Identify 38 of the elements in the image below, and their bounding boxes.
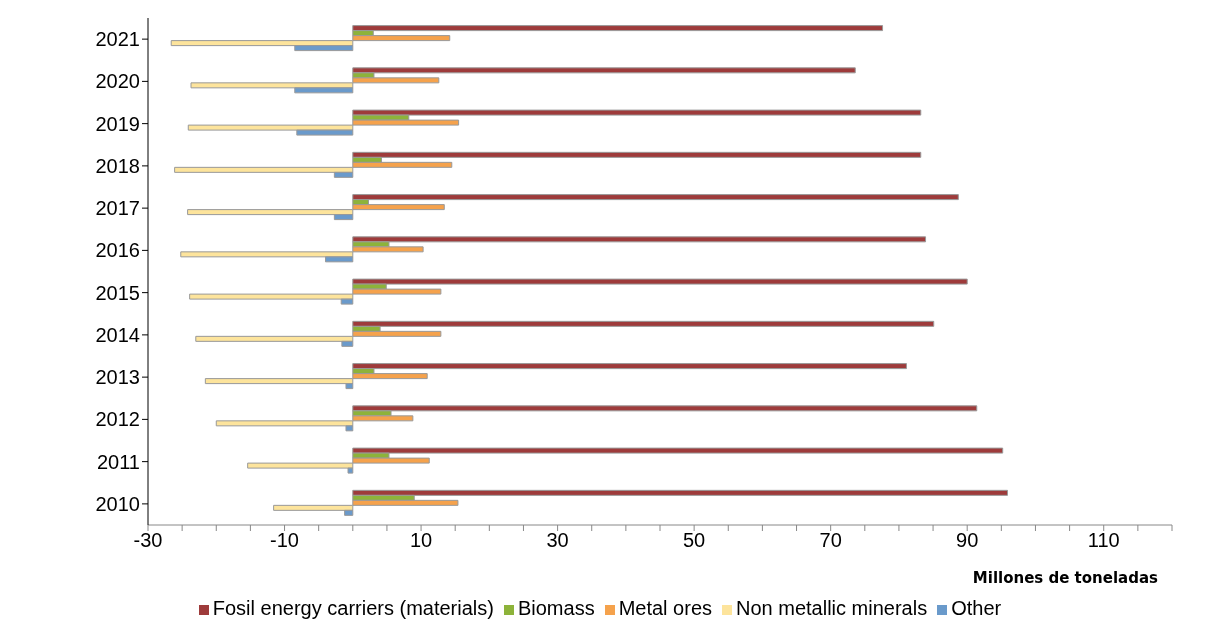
bar (352, 489, 1008, 496)
x-tick-label: 110 (1087, 529, 1120, 552)
legend-label: Other (951, 597, 1002, 619)
legend-label: Fosil energy carriers (materials) (212, 597, 494, 619)
x-tick-label: 30 (546, 529, 569, 552)
legend-label: Non metallic minerals (736, 597, 928, 619)
x-tick-label: 50 (683, 529, 706, 552)
x-axis-title: Millones de toneladas (972, 569, 1159, 587)
bar (352, 236, 927, 243)
y-tick-label: 2018 (95, 154, 140, 177)
bar (352, 67, 856, 74)
legend-label: Biomass (517, 597, 595, 619)
y-tick-label: 2016 (95, 239, 140, 262)
y-tick-label: 2019 (95, 112, 140, 135)
y-tick-label: 2012 (95, 408, 140, 431)
x-tick-label: 90 (956, 529, 979, 552)
bar (352, 405, 978, 412)
y-tick-label: 2015 (95, 281, 140, 304)
y-tick-label: 2011 (96, 450, 140, 473)
y-tick-label: 2013 (95, 366, 140, 389)
bar (352, 278, 968, 285)
bar (352, 194, 959, 201)
legend-label: Metal ores (618, 597, 713, 619)
bar (352, 25, 884, 32)
bar (352, 447, 1004, 454)
y-tick-label: 2014 (95, 323, 140, 346)
y-tick-label: 2010 (95, 492, 140, 515)
bar (352, 320, 935, 327)
bar (352, 151, 922, 158)
y-tick-label: 2017 (95, 197, 140, 220)
x-tick-label: 10 (409, 529, 433, 552)
bar (352, 363, 907, 370)
y-tick-label: 2020 (95, 70, 140, 93)
y-tick-label: 2021 (95, 28, 140, 51)
bar (352, 109, 922, 116)
x-tick-label: -30 (133, 529, 163, 552)
x-tick-label: -10 (270, 529, 299, 552)
x-tick-label: 70 (819, 529, 842, 552)
